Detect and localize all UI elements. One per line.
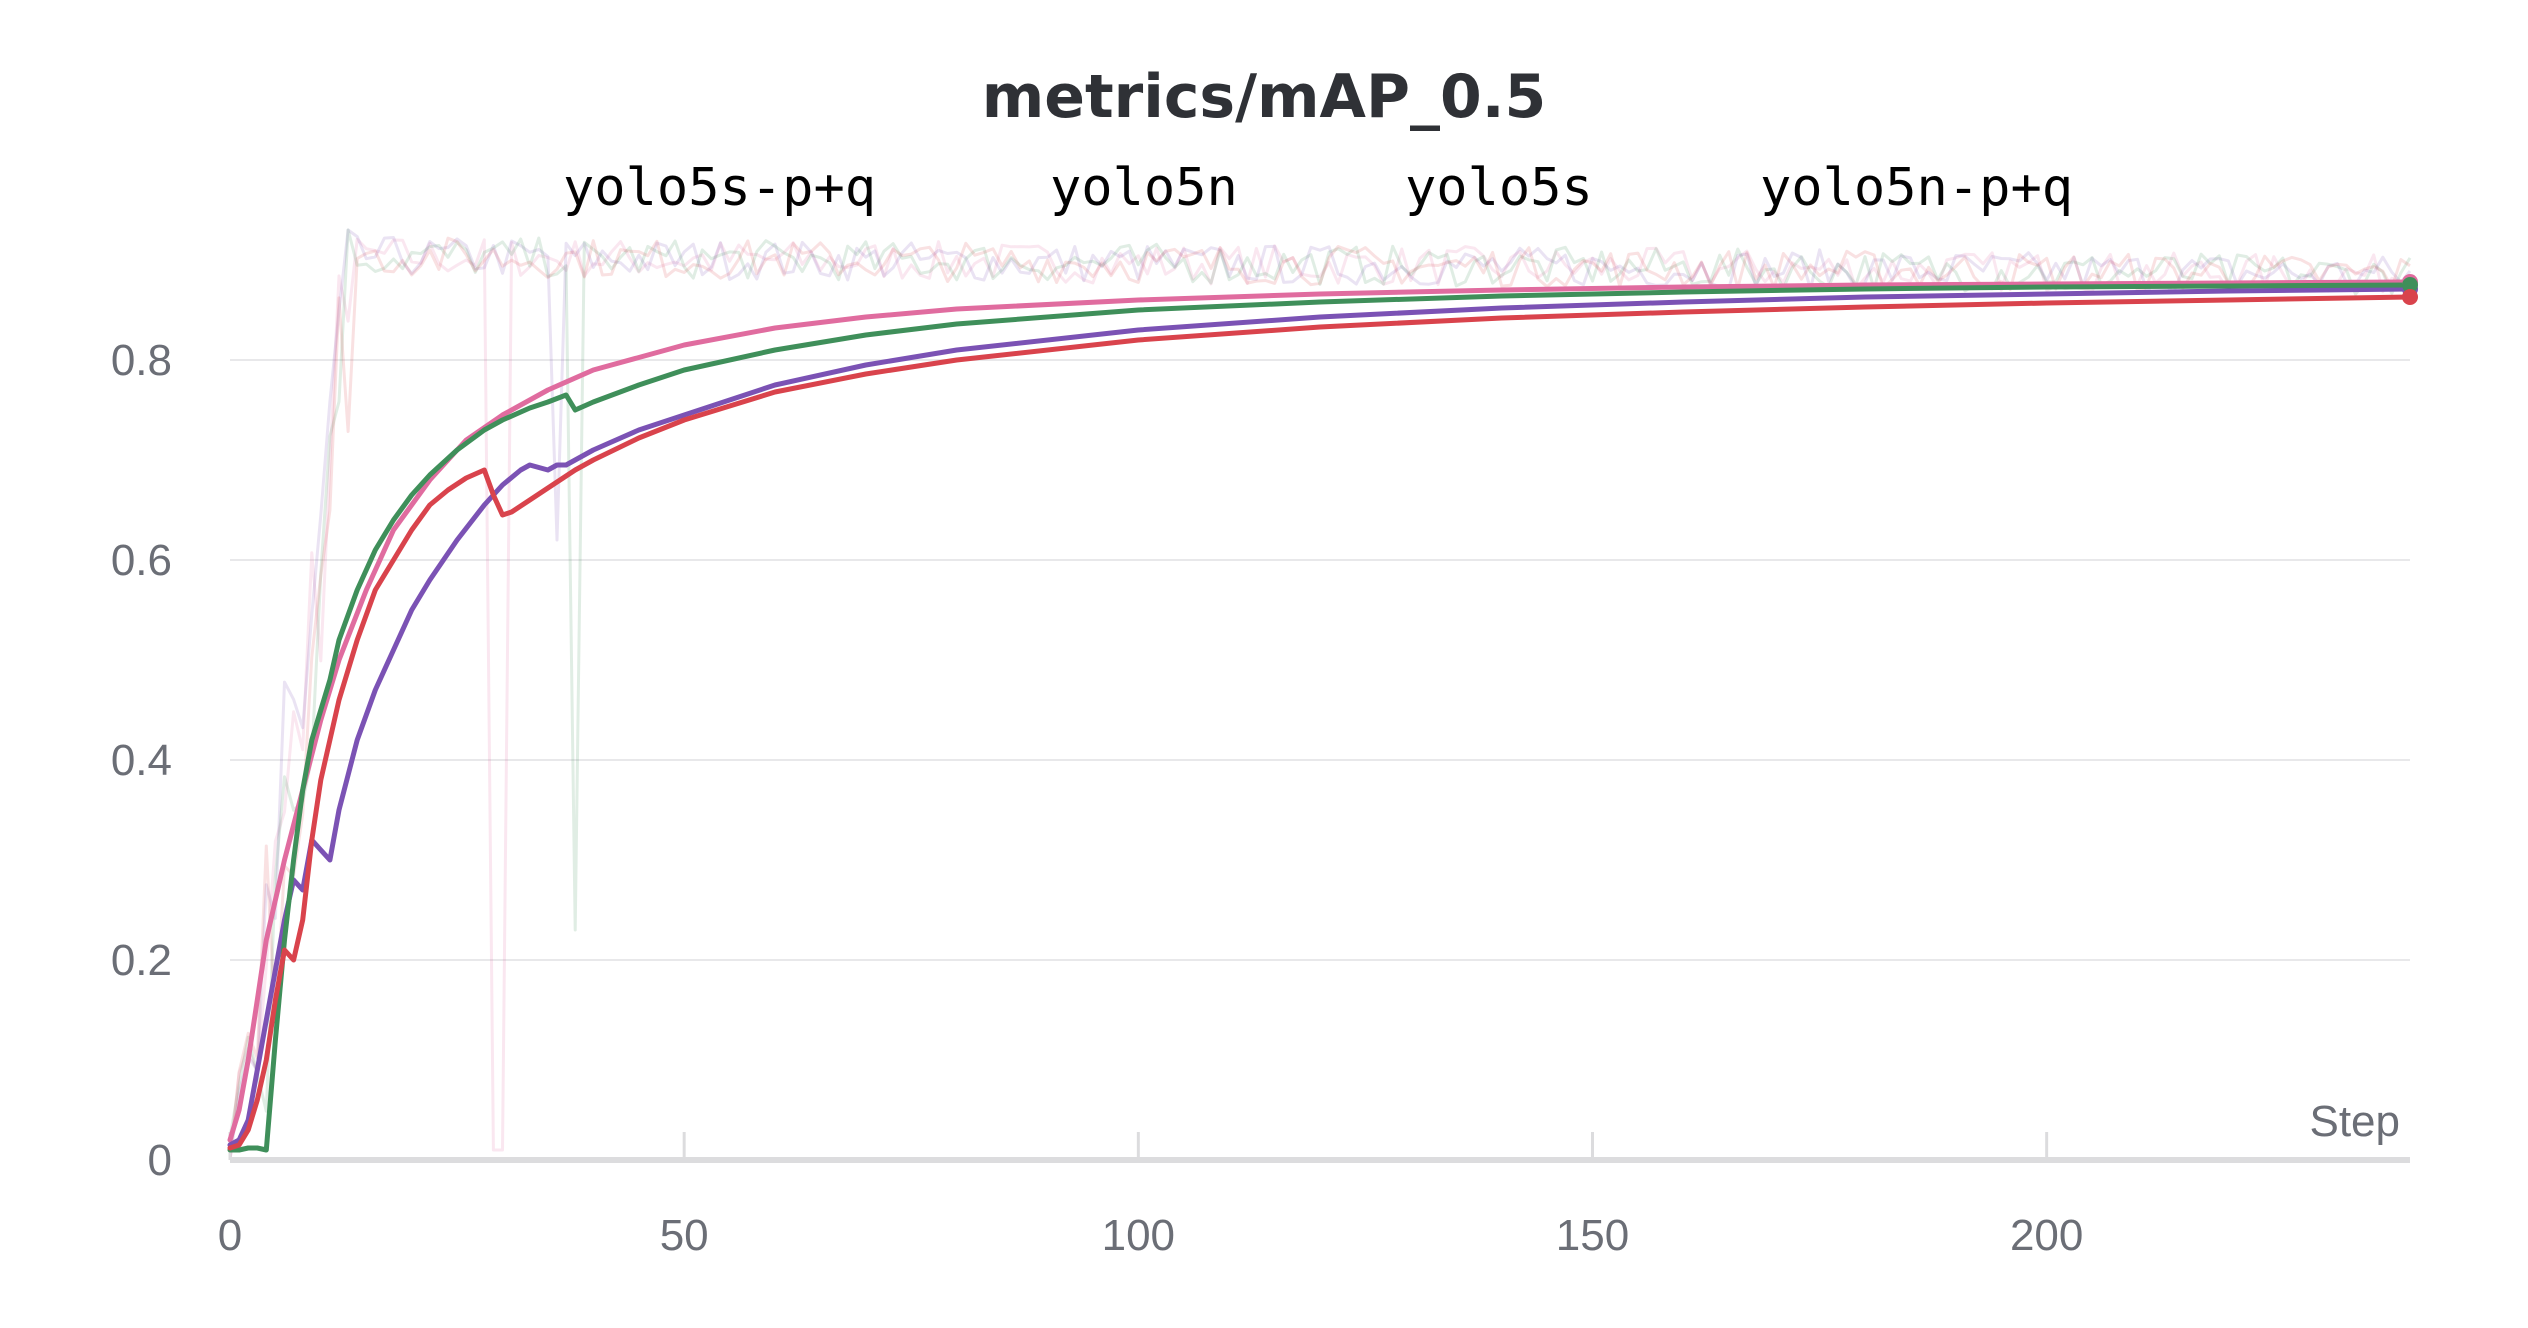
series-line-yolo5n[interactable]	[227, 286, 2413, 1148]
legend-item-yolo5s-p-q[interactable]: yolo5s-p+q	[563, 158, 877, 218]
grid-layer	[230, 359, 2410, 961]
series-raw-line	[228, 237, 2412, 1161]
legend-item-yolo5n[interactable]: yolo5n	[1050, 158, 1238, 218]
series-line-yolo5n-p-q[interactable]	[227, 294, 2413, 1151]
x-axis-label: Step	[2309, 1097, 2400, 1146]
legend-item-yolo5n-p-q[interactable]: yolo5n-p+q	[1760, 158, 2074, 218]
x-tick-label: 100	[1102, 1211, 1175, 1260]
series-line-yolo5s-p-q[interactable]	[227, 279, 2413, 1143]
end-markers-layer	[2402, 274, 2418, 305]
x-tick-label: 0	[218, 1211, 242, 1260]
series-raw-line	[228, 236, 2411, 1160]
x-tick-label: 150	[1556, 1211, 1629, 1260]
series-raw-line	[228, 228, 2412, 1161]
chart-title: metrics/mAP_0.5	[981, 62, 1547, 132]
y-tick-label: 0.8	[111, 336, 172, 385]
series-end-marker	[2402, 277, 2418, 293]
legend: yolo5s-p+q yolo5n yolo5s yolo5n-p+q	[0, 158, 2528, 238]
y-tick-label: 0.4	[111, 736, 172, 785]
x-tick-label: 200	[2010, 1211, 2083, 1260]
x-tick-label: 50	[660, 1211, 709, 1260]
legend-item-yolo5s[interactable]: yolo5s	[1405, 158, 1593, 218]
series-line-yolo5s[interactable]	[227, 282, 2413, 1153]
series-raw-line	[228, 228, 2412, 1138]
raw-noise-layer	[228, 228, 2412, 1161]
series-end-marker	[2402, 289, 2418, 305]
y-tick-label: 0.2	[111, 936, 172, 985]
y-tick-label: 0.6	[111, 536, 172, 585]
axis-layer: 0 0.2 0.4 0.6 0.8 0 50 100 150 200	[111, 336, 2410, 1260]
y-tick-label: 0	[148, 1136, 172, 1185]
series-layer	[227, 279, 2413, 1153]
